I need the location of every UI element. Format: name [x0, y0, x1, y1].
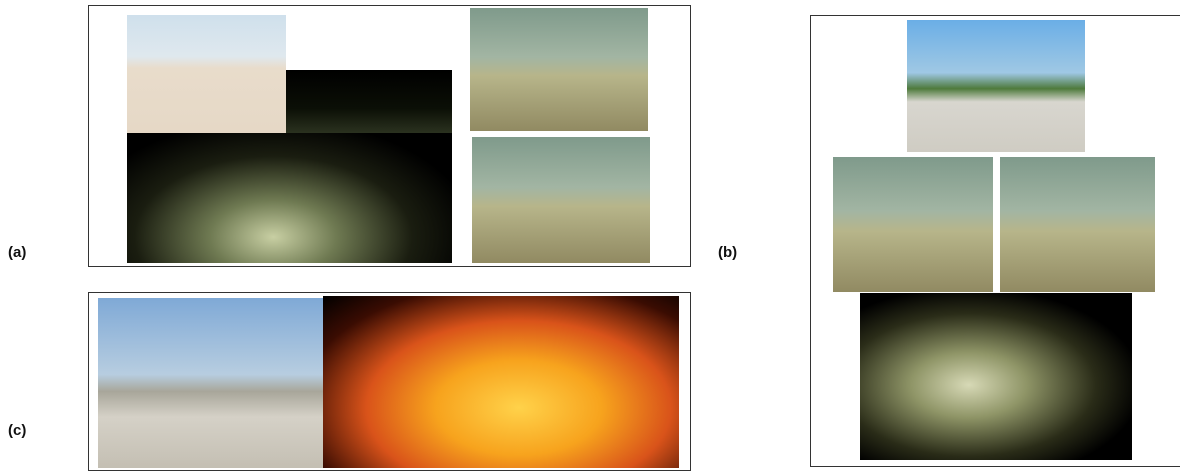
- panel-label: (c): [8, 422, 26, 439]
- panel-label: (a): [8, 244, 26, 261]
- point-cloud-a: [127, 133, 452, 263]
- render-left-b: [833, 157, 993, 292]
- figure-page: (a) (b) (c) (() => { const data = JSON.p…: [0, 0, 1180, 475]
- render-top-a: [470, 8, 648, 131]
- photo-beach-a: [127, 15, 286, 133]
- photo-beach-c: [98, 298, 323, 468]
- point-cloud-b: [860, 293, 1132, 460]
- render-bottom-a: [472, 137, 650, 263]
- render-right-b: [1000, 157, 1155, 292]
- photo-beach-b: [907, 20, 1085, 152]
- point-cloud-c: [323, 296, 679, 468]
- panel-label: (b): [718, 244, 737, 261]
- point-cloud-tower: [286, 70, 452, 134]
